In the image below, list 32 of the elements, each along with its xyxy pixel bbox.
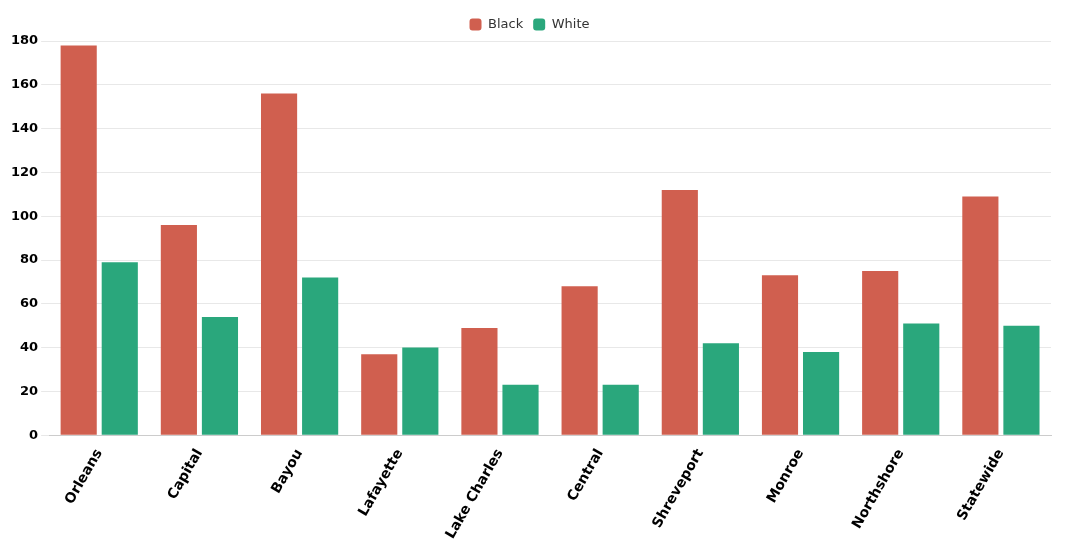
bar — [502, 384, 539, 435]
y-tick-label: 0 — [29, 426, 39, 442]
y-tick-label: 120 — [11, 163, 39, 179]
bar — [361, 354, 398, 435]
bar — [402, 347, 439, 435]
bar — [461, 327, 498, 435]
bar — [101, 262, 138, 435]
bar — [561, 286, 598, 435]
y-tick-label: 40 — [20, 338, 39, 354]
y-tick-label: 140 — [11, 119, 39, 135]
y-tick-label: 180 — [11, 32, 39, 48]
bar — [803, 352, 840, 435]
bar — [201, 316, 239, 435]
bar — [702, 343, 739, 435]
y-tick-label: 100 — [11, 207, 39, 223]
bar — [260, 93, 298, 435]
y-tick-label: 60 — [20, 295, 39, 311]
y-tick-label: 80 — [20, 251, 39, 267]
y-tick-label: 160 — [11, 76, 39, 92]
bar — [60, 45, 97, 435]
bar — [661, 189, 698, 435]
bar — [862, 270, 899, 435]
bar — [761, 275, 799, 435]
bar — [903, 323, 940, 435]
legend-label: Black — [488, 15, 524, 31]
bar — [1003, 325, 1040, 435]
legend-label: White — [551, 15, 590, 31]
bar — [302, 277, 339, 435]
bar — [602, 384, 639, 435]
y-tick-label: 20 — [20, 382, 39, 398]
bar — [962, 196, 999, 435]
bar — [160, 224, 197, 435]
